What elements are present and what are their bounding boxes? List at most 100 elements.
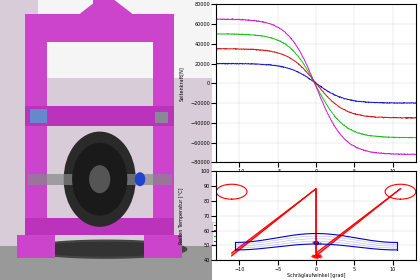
Point: [313, 240, 320, 244]
Point: [313, 240, 320, 244]
Point: [315, 253, 322, 258]
Point: [314, 241, 321, 246]
Point: [310, 254, 317, 258]
Point: [314, 255, 320, 260]
Bar: [26, 14, 174, 42]
Bar: [93, 0, 106, 42]
Point: [311, 240, 318, 245]
Bar: [155, 112, 168, 123]
Point: [314, 240, 320, 244]
Point: [311, 254, 318, 258]
Point: [315, 254, 321, 258]
Point: [312, 255, 319, 260]
Point: [312, 240, 319, 245]
Point: [316, 254, 323, 258]
Point: [315, 254, 322, 259]
Point: [311, 253, 318, 258]
Bar: [28, 174, 172, 185]
Point: [311, 241, 318, 245]
X-axis label: Schräglaufwinkel [grad]: Schräglaufwinkel [grad]: [287, 175, 345, 180]
Point: [313, 253, 320, 258]
Polygon shape: [81, 0, 131, 14]
Point: [310, 253, 317, 258]
Point: [313, 241, 320, 245]
Point: [312, 241, 319, 245]
Point: [313, 254, 320, 258]
Point: [312, 241, 319, 245]
Point: [313, 241, 320, 245]
Point: [312, 240, 319, 244]
Point: [315, 253, 321, 258]
Point: [311, 240, 318, 245]
Bar: [30, 109, 47, 123]
Point: [312, 254, 319, 259]
Bar: [144, 235, 182, 258]
Bar: [38, 0, 212, 78]
Point: [313, 240, 320, 245]
Point: [311, 254, 318, 259]
Point: [310, 254, 317, 258]
Point: [312, 240, 319, 244]
Point: [312, 254, 319, 258]
Point: [309, 254, 316, 259]
Y-axis label: Reifen Temperatur [°C]: Reifen Temperatur [°C]: [179, 187, 184, 244]
Bar: [17, 235, 55, 258]
Point: [312, 254, 319, 259]
Circle shape: [135, 172, 145, 186]
Point: [311, 241, 318, 245]
Point: [313, 240, 320, 245]
Point: [312, 252, 319, 257]
Point: [312, 254, 319, 259]
Circle shape: [64, 132, 136, 227]
Bar: [153, 17, 174, 246]
Bar: [26, 106, 174, 126]
Point: [314, 253, 320, 258]
Point: [315, 254, 322, 258]
Point: [312, 240, 319, 244]
Point: [312, 241, 318, 245]
Point: [312, 252, 319, 257]
Point: [312, 240, 318, 244]
Legend: Dunlop_1_fn10_p23_ga0_v20_an12_10_modfille_TYDEX.tda, Dunlop_1_fn30_p23_ga0_v20_: Dunlop_1_fn10_p23_ga0_v20_an12_10_modfil…: [213, 222, 310, 245]
Bar: [0, 246, 212, 280]
Point: [309, 240, 316, 244]
Point: [312, 240, 318, 245]
Point: [312, 253, 318, 258]
Bar: [26, 218, 174, 235]
Point: [311, 253, 318, 258]
X-axis label: Schräglaufwinkel [grad]: Schräglaufwinkel [grad]: [287, 273, 345, 278]
Point: [314, 253, 321, 258]
Point: [312, 241, 318, 245]
Point: [309, 254, 316, 258]
Point: [315, 253, 322, 258]
Circle shape: [89, 165, 110, 193]
Point: [310, 254, 317, 258]
Bar: [26, 17, 47, 246]
Point: [312, 255, 319, 259]
Point: [314, 241, 320, 245]
Point: [316, 254, 323, 258]
Point: [317, 255, 324, 259]
Point: [314, 241, 321, 246]
Point: [313, 254, 320, 258]
Point: [314, 255, 321, 260]
Y-axis label: Seitenkraft[N]: Seitenkraft[N]: [179, 66, 184, 101]
Point: [314, 252, 320, 257]
Point: [314, 254, 321, 258]
Point: [312, 253, 318, 258]
Point: [312, 253, 319, 258]
Point: [316, 241, 323, 245]
Point: [312, 254, 319, 259]
Point: [313, 241, 320, 245]
Polygon shape: [26, 240, 186, 258]
Point: [314, 253, 320, 258]
Point: [313, 253, 320, 258]
Polygon shape: [34, 242, 178, 256]
Point: [316, 253, 323, 257]
Point: [309, 253, 316, 258]
Point: [316, 253, 323, 258]
Point: [317, 253, 324, 257]
Point: [313, 240, 320, 245]
Point: [314, 254, 320, 258]
Point: [311, 241, 318, 245]
